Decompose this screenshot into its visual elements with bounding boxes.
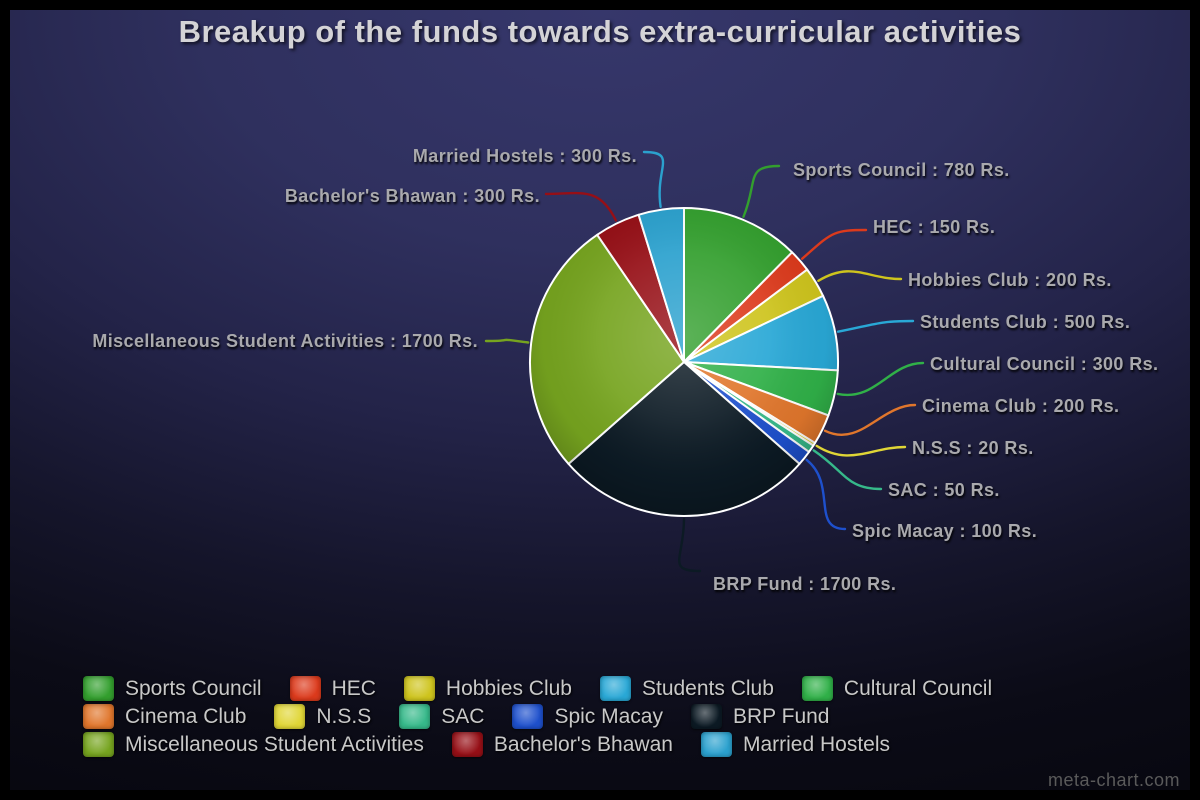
legend-label-cinema-club: Cinema Club xyxy=(125,705,247,728)
watermark: meta-chart.com xyxy=(1047,770,1180,790)
legend-swatch-miscellaneous-student-activities xyxy=(83,732,114,757)
legend-label-bachelor-s-bhawan: Bachelor's Bhawan xyxy=(493,733,673,756)
legend-row: Sports Council HEC Hobbies Club Students Cl… xyxy=(83,676,992,701)
slice-label-students-club: Students Club : 500 Rs. xyxy=(920,312,1131,332)
legend-label-married-hostels: Married Hostels xyxy=(742,733,890,756)
legend-swatch-married-hostels xyxy=(700,732,732,757)
leader-line-cinema-club xyxy=(823,403,917,436)
legend-label-cultural-council: Cultural Council xyxy=(843,677,993,700)
leader-line-hobbies-club xyxy=(817,270,903,282)
leader-line-cultural-council xyxy=(836,361,925,397)
legend-swatch-brp-fund xyxy=(690,704,722,729)
leader-line-married-hostels xyxy=(642,150,665,208)
leader-line-miscellaneous-student-activities xyxy=(484,338,530,344)
legend-item-hobbies-club: Hobbies Club xyxy=(403,676,572,701)
legend-label-n-s-s: N.S.S xyxy=(316,705,372,728)
legend-item-sports-council: Sports Council xyxy=(83,676,262,701)
pie-slices xyxy=(528,206,840,518)
legend-item-cinema-club: Cinema Club xyxy=(83,704,246,729)
legend-swatch-spic-macay xyxy=(512,704,544,729)
legend-swatch-sports-council xyxy=(83,676,114,701)
slice-label-spic-macay: Spic Macay : 100 Rs. xyxy=(852,521,1038,541)
legend: Sports Council HEC Hobbies Club Students Cl… xyxy=(83,676,992,760)
slice-label-cultural-council: Cultural Council : 300 Rs. xyxy=(930,354,1159,374)
legend-label-spic-macay: Spic Macay xyxy=(554,705,663,728)
slice-label-miscellaneous-student-activities: Miscellaneous Student Activities : 1700 … xyxy=(92,331,478,351)
legend-item-bachelor-s-bhawan: Bachelor's Bhawan xyxy=(451,732,673,757)
slice-label-hec: HEC : 150 Rs. xyxy=(873,217,996,237)
leader-line-brp-fund xyxy=(678,517,702,573)
slice-label-sports-council: Sports Council : 780 Rs. xyxy=(793,160,1010,180)
legend-label-miscellaneous-student-activities: Miscellaneous Student Activities xyxy=(125,733,424,756)
legend-swatch-hobbies-club xyxy=(403,676,435,701)
legend-label-sac: SAC xyxy=(441,705,485,728)
legend-item-n-s-s: N.S.S xyxy=(274,704,371,729)
legend-swatch-cinema-club xyxy=(83,704,114,729)
legend-row: Miscellaneous Student Activities Bachelor… xyxy=(83,732,992,757)
legend-label-brp-fund: BRP Fund xyxy=(732,705,830,728)
leader-line-bachelor-s-bhawan xyxy=(544,191,618,222)
slice-label-sac: SAC : 50 Rs. xyxy=(888,480,1000,500)
legend-label-hec: HEC xyxy=(331,677,376,700)
legend-swatch-cultural-council xyxy=(801,676,833,701)
legend-label-students-club: Students Club xyxy=(641,677,774,700)
legend-swatch-hec xyxy=(289,676,321,701)
legend-row: Cinema Club N.S.S SAC Spic Macay BRP Fund xyxy=(83,704,992,729)
legend-item-students-club: Students Club xyxy=(599,676,774,701)
legend-item-miscellaneous-student-activities: Miscellaneous Student Activities xyxy=(83,732,424,757)
legend-item-brp-fund: BRP Fund xyxy=(690,704,830,729)
slice-label-hobbies-club: Hobbies Club : 200 Rs. xyxy=(908,270,1112,290)
slice-label-cinema-club: Cinema Club : 200 Rs. xyxy=(922,396,1120,416)
legend-swatch-students-club xyxy=(599,676,631,701)
legend-label-sports-council: Sports Council xyxy=(125,677,262,700)
legend-item-cultural-council: Cultural Council xyxy=(801,676,993,701)
leader-line-hec xyxy=(801,228,868,260)
leader-line-sports-council xyxy=(742,164,781,218)
legend-swatch-bachelor-s-bhawan xyxy=(451,732,483,757)
legend-label-hobbies-club: Hobbies Club xyxy=(445,677,572,700)
legend-swatch-n-s-s xyxy=(274,704,306,729)
slice-label-n-s-s: N.S.S : 20 Rs. xyxy=(912,438,1034,458)
slice-label-bachelor-s-bhawan: Bachelor's Bhawan : 300 Rs. xyxy=(284,186,540,206)
slice-label-brp-fund: BRP Fund : 1700 Rs. xyxy=(713,574,897,594)
legend-item-sac: SAC xyxy=(399,704,484,729)
page-title: Breakup of the funds towards extra-curri… xyxy=(178,14,1022,49)
leader-line-students-club xyxy=(836,319,915,333)
legend-item-married-hostels: Married Hostels xyxy=(700,732,890,757)
legend-swatch-sac xyxy=(399,704,431,729)
slice-label-married-hostels: Married Hostels : 300 Rs. xyxy=(412,146,637,166)
legend-item-spic-macay: Spic Macay xyxy=(512,704,663,729)
legend-item-hec: HEC xyxy=(289,676,376,701)
leader-line-n-s-s xyxy=(815,444,907,457)
